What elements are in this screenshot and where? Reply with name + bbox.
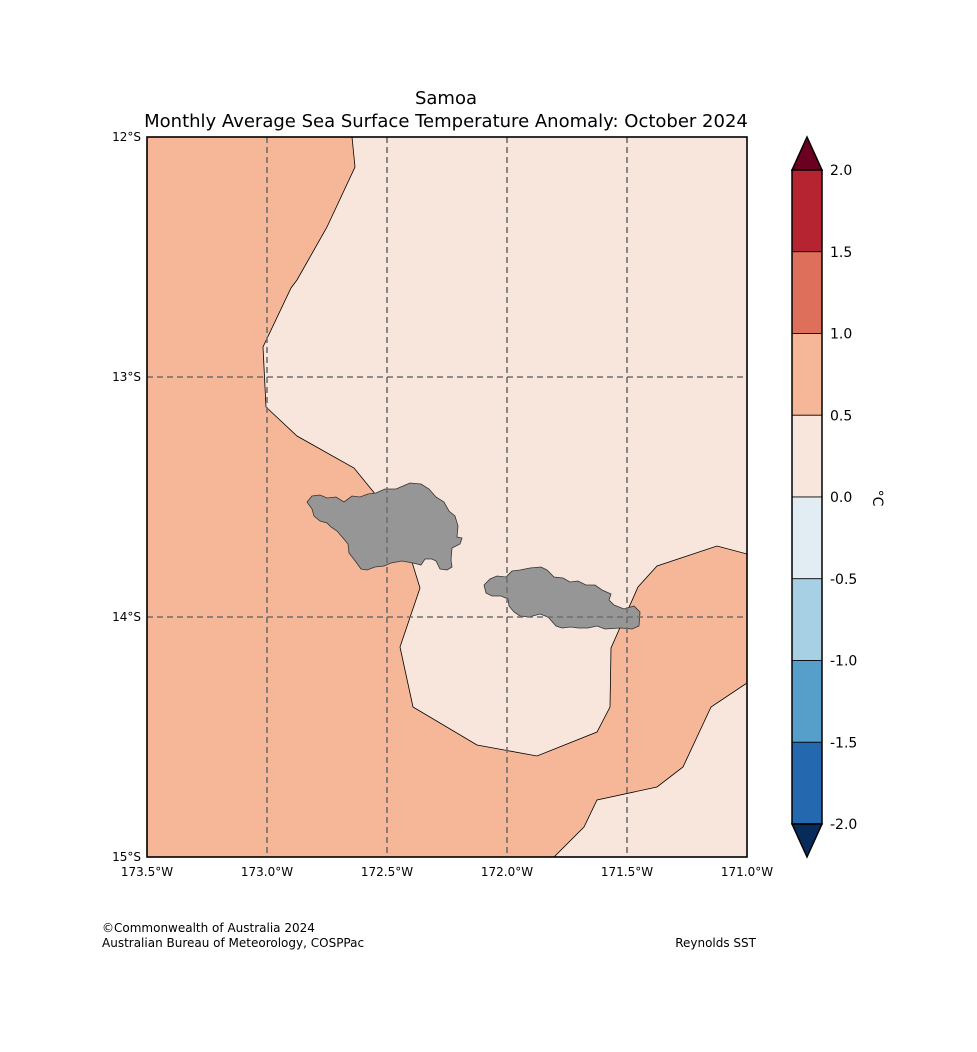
colorbar-tick-label: -1.0	[830, 654, 857, 670]
colorbar-bin	[791, 251, 823, 334]
latitude-tick-label: 13°S	[112, 370, 141, 384]
colorbar-bin	[791, 169, 823, 253]
colorbar-over-extension	[790, 135, 824, 171]
gridlines	[147, 137, 747, 857]
longitude-tick-label: 171.5°W	[601, 865, 653, 879]
colorbar-bin	[791, 414, 823, 498]
colorbar-tick-label: 2.0	[830, 163, 852, 179]
island-savaii	[306, 482, 463, 571]
colorbar-under-extension	[790, 823, 824, 859]
colorbar-bin	[791, 741, 823, 825]
agency-text: Australian Bureau of Meteorology, COSPPa…	[102, 936, 364, 950]
map-frame	[146, 136, 748, 858]
island-upolu	[483, 566, 641, 630]
data-source-text: Reynolds SST	[675, 936, 756, 950]
longitude-tick-label: 173.5°W	[121, 865, 173, 879]
colorbar-bin	[791, 496, 823, 580]
colorbar-unit-label: °C	[869, 490, 885, 507]
copyright-text: ©Commonwealth of Australia 2024	[102, 921, 315, 935]
longitude-axis: 173.5°W 173.0°W 172.5°W 172.0°W 171.5°W 171.0…	[121, 865, 773, 879]
latitude-tick-label: 12°S	[112, 130, 141, 144]
colorbar-tick-label: 0.0	[830, 490, 852, 506]
latitude-axis: 12°S 13°S 14°S 15°S	[112, 130, 141, 864]
colorbar-bin	[791, 660, 823, 743]
longitude-tick-label: 171.0°W	[721, 865, 773, 879]
colorbar-tick-label: -0.5	[830, 572, 857, 588]
colorbar-bin	[791, 578, 823, 661]
colorbar: 2.0 1.5 1.0 0.5 0.0 -0.5 -1.0 -1.5 -2.0	[790, 135, 857, 859]
colorbar-tick-label: 1.0	[830, 327, 852, 343]
anomaly-region-light	[262, 137, 747, 757]
colorbar-frame	[791, 169, 823, 825]
map-title: Samoa	[415, 88, 477, 109]
longitude-tick-label: 172.0°W	[481, 865, 533, 879]
colorbar-tick-label: -1.5	[830, 735, 857, 751]
latitude-tick-label: 14°S	[112, 610, 141, 624]
map-area	[147, 137, 747, 857]
map-subtitle: Monthly Average Sea Surface Temperature …	[144, 111, 748, 132]
anomaly-region-light-lower	[553, 682, 747, 857]
colorbar-tick-label: 1.5	[830, 245, 852, 261]
colorbar-tick-label: -2.0	[830, 817, 857, 833]
longitude-tick-label: 173.0°W	[241, 865, 293, 879]
latitude-tick-label: 15°S	[112, 850, 141, 864]
longitude-tick-label: 172.5°W	[361, 865, 413, 879]
colorbar-bin	[791, 333, 823, 416]
colorbar-tick-label: 0.5	[830, 408, 852, 424]
